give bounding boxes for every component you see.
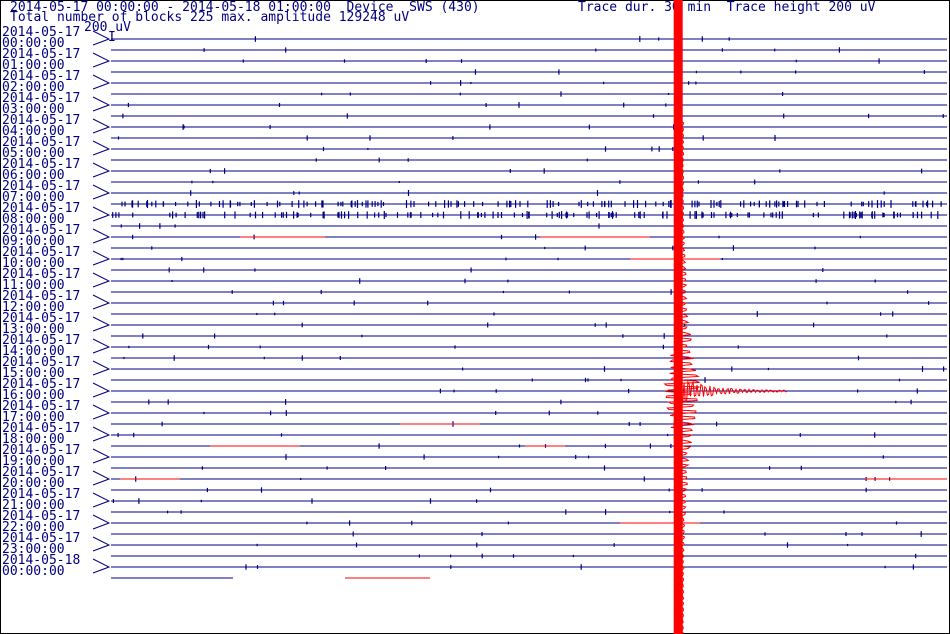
time-label: 2014-05-17 12:00:00	[2, 289, 81, 315]
trace-marker	[92, 536, 111, 552]
time-label: 2014-05-17 22:00:00	[2, 509, 81, 535]
trace-marker	[92, 294, 111, 310]
time-label: 2014-05-18 00:00:00	[2, 553, 81, 579]
trace-marker	[92, 448, 111, 464]
time-label: 2014-05-17 02:00:00	[2, 69, 81, 95]
trace-marker	[92, 118, 111, 134]
trace-marker	[92, 30, 111, 46]
trace-marker	[92, 140, 111, 156]
time-label: 2014-05-17 13:00:00	[2, 311, 81, 337]
time-label: 2014-05-17 03:00:00	[2, 91, 81, 117]
time-label: 2014-05-17 16:00:00	[2, 377, 81, 403]
trace-marker	[92, 514, 111, 530]
trace-marker	[92, 338, 111, 354]
time-label: 2014-05-17 01:00:00	[2, 47, 81, 73]
trace-marker	[92, 558, 111, 574]
time-label: 2014-05-17 04:00:00	[2, 113, 81, 139]
trace-marker	[92, 360, 111, 376]
time-label: 2014-05-17 00:00:00	[2, 25, 81, 51]
time-label: 2014-05-17 10:00:00	[2, 245, 81, 271]
time-label: 2014-05-17 14:00:00	[2, 333, 81, 359]
trace-marker	[92, 228, 111, 244]
trace-marker	[92, 492, 111, 508]
trace-marker	[92, 206, 111, 222]
trace-marker	[92, 404, 111, 420]
trace-settings: Trace dur. 30 min Trace height 200 uV	[578, 0, 876, 15]
trace-marker	[92, 52, 111, 68]
trace-marker	[92, 250, 111, 266]
time-label: 2014-05-17 07:00:00	[2, 179, 81, 205]
event-trace-wiggle	[663, 119, 700, 634]
trace-marker	[92, 382, 111, 398]
trace-marker	[92, 162, 111, 178]
trace-marker	[92, 470, 111, 486]
trace-marker	[92, 74, 111, 90]
time-label: 2014-05-17 18:00:00	[2, 421, 81, 447]
trace-marker	[92, 426, 111, 442]
time-label: 2014-05-17 23:00:00	[2, 531, 81, 557]
time-label: 2014-05-17 06:00:00	[2, 157, 81, 183]
chart-title: 2014-05-17 00:00:00 - 2014-05-18 01:00:0…	[10, 0, 480, 15]
scale-label: 200 uV	[84, 20, 131, 35]
event-coda	[682, 380, 787, 404]
trace-marker	[92, 272, 111, 288]
time-label: 2014-05-17 15:00:00	[2, 355, 81, 381]
time-label: 2014-05-17 08:00:00	[2, 201, 81, 227]
time-label: 2014-05-17 19:00:00	[2, 443, 81, 469]
trace-marker	[92, 96, 111, 112]
event-saturated-band	[673, 0, 683, 634]
time-label: 2014-05-17 09:00:00	[2, 223, 81, 249]
time-label: 2014-05-17 05:00:00	[2, 135, 81, 161]
time-label: 2014-05-17 17:00:00	[2, 399, 81, 425]
chart-subtitle: Total number of blocks 225 max. amplitud…	[10, 10, 410, 25]
time-label: 2014-05-17 21:00:00	[2, 487, 81, 513]
time-label: 2014-05-17 11:00:00	[2, 267, 81, 293]
scale-marker: I	[108, 30, 116, 45]
trace-marker	[92, 184, 111, 200]
time-label: 2014-05-17 20:00:00	[2, 465, 81, 491]
trace-marker	[92, 316, 111, 332]
